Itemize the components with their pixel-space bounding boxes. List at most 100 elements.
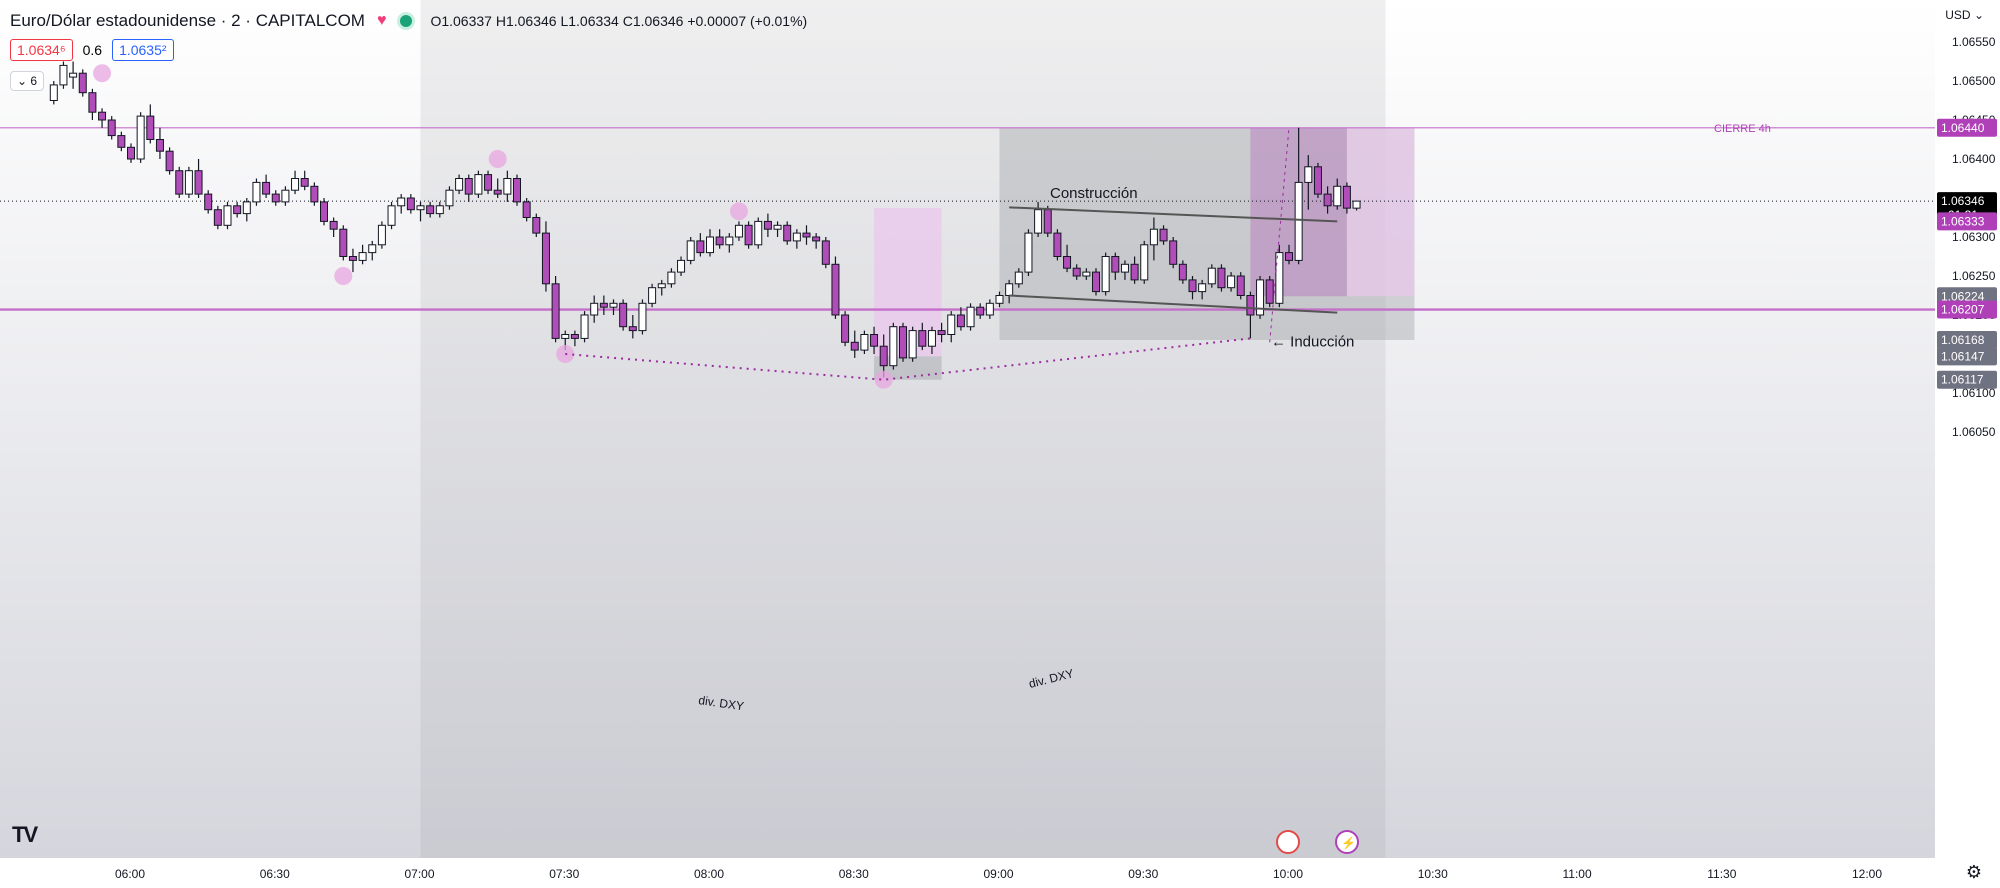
candle-body[interactable] [966,306,975,328]
construccion-upper-line[interactable] [1009,206,1338,223]
candle-body[interactable] [947,314,956,335]
candle-body[interactable] [271,193,280,203]
candle-body[interactable] [377,224,386,246]
candle-body[interactable] [927,330,936,347]
candle-body[interactable] [570,334,579,339]
candle-body[interactable] [1178,263,1187,281]
candle-body[interactable] [1207,267,1216,285]
candle-body[interactable] [445,189,454,207]
candle-body[interactable] [1217,267,1226,289]
candle-body[interactable] [1323,193,1332,207]
tradingview-logo-icon[interactable]: TV [12,822,38,847]
candle-body[interactable] [242,201,251,215]
candle-body[interactable] [464,178,473,195]
candle-body[interactable] [860,334,869,351]
candle-body[interactable] [821,240,830,265]
candle-body[interactable] [484,174,493,191]
candle-body[interactable] [956,314,965,328]
candle-body[interactable] [551,283,560,339]
candle-body[interactable] [184,170,193,195]
candle-body[interactable] [744,224,753,246]
candle-body[interactable] [88,92,97,113]
candle-body[interactable] [175,170,184,195]
favorite-icon[interactable]: ♥ [376,12,387,29]
candle-body[interactable] [812,236,821,242]
candle-body[interactable] [899,326,907,359]
candle-body[interactable] [455,178,464,191]
candle-body[interactable] [1111,256,1120,273]
candle-body[interactable] [1043,209,1052,234]
candle-body[interactable] [619,302,628,328]
candle-body[interactable] [1313,166,1322,195]
candle-body[interactable] [406,197,415,211]
candle-body[interactable] [397,197,406,207]
candle-body[interactable] [908,330,917,359]
construccion-lower-line[interactable] [1009,294,1338,314]
candle-body[interactable] [69,72,78,78]
candle-body[interactable] [281,189,290,203]
candle-body[interactable] [155,139,164,152]
candle-body[interactable] [513,178,521,203]
buy-price-button[interactable]: 1.0635² [112,39,174,61]
economic-event-us-icon[interactable] [1276,830,1300,854]
candle-body[interactable] [329,220,338,230]
candle-body[interactable] [889,326,898,367]
candle-body[interactable] [561,334,570,339]
candle-body[interactable] [117,135,126,148]
candle-body[interactable] [1256,279,1265,316]
candle-body[interactable] [1120,263,1129,273]
candle-body[interactable] [310,185,319,203]
candle-body[interactable] [252,181,261,203]
candle-body[interactable] [426,205,435,215]
candle-body[interactable] [532,217,541,234]
candle-body[interactable] [59,64,68,86]
candle-body[interactable] [657,283,666,289]
candle-body[interactable] [1265,279,1274,304]
candle-body[interactable] [1304,166,1313,183]
candle-body[interactable] [677,259,686,273]
candle-body[interactable] [870,334,879,347]
candle-body[interactable] [783,224,792,242]
sell-price-button[interactable]: 1.0634⁶ [10,39,73,61]
candle-body[interactable] [734,224,743,238]
candle-body[interactable] [937,330,946,336]
candle-body[interactable] [136,115,145,160]
candle-body[interactable] [300,178,309,187]
candle-body[interactable] [773,224,782,230]
candle-body[interactable] [1198,283,1207,293]
candle-body[interactable] [918,330,927,347]
candle-body[interactable] [194,170,203,195]
candle-body[interactable] [1005,283,1014,296]
candle-body[interactable] [985,302,994,316]
candle-body[interactable] [976,306,985,316]
candle-body[interactable] [850,341,859,351]
candle-body[interactable] [1159,228,1168,242]
candle-body[interactable] [1236,275,1245,296]
candle-body[interactable] [1063,256,1072,269]
candle-body[interactable] [127,146,135,160]
candle-body[interactable] [715,236,724,246]
candle-body[interactable] [1227,275,1236,289]
candle-body[interactable] [879,345,888,367]
symbol-title[interactable]: Euro/Dólar estadounidense · 2 · CAPITALC… [10,11,365,30]
candle-body[interactable] [628,326,637,332]
candle-body[interactable] [590,302,599,316]
candle-body[interactable] [358,252,367,261]
candle-body[interactable] [416,205,425,211]
candle-body[interactable] [831,263,840,316]
candle-body[interactable] [754,220,763,246]
candle-body[interactable] [387,205,396,226]
candle-body[interactable] [725,236,734,246]
candle-body[interactable] [1352,200,1361,209]
candle-body[interactable] [262,181,271,195]
candle-body[interactable] [802,232,811,238]
candle-body[interactable] [1188,279,1197,293]
candle-body[interactable] [1082,271,1091,277]
candle-body[interactable] [233,205,242,215]
candle-body[interactable] [1149,228,1158,246]
candle-body[interactable] [1053,232,1062,258]
candle-body[interactable] [435,205,444,215]
candle-body[interactable] [49,84,58,102]
candle-body[interactable] [223,205,232,226]
candle-body[interactable] [1246,295,1255,316]
